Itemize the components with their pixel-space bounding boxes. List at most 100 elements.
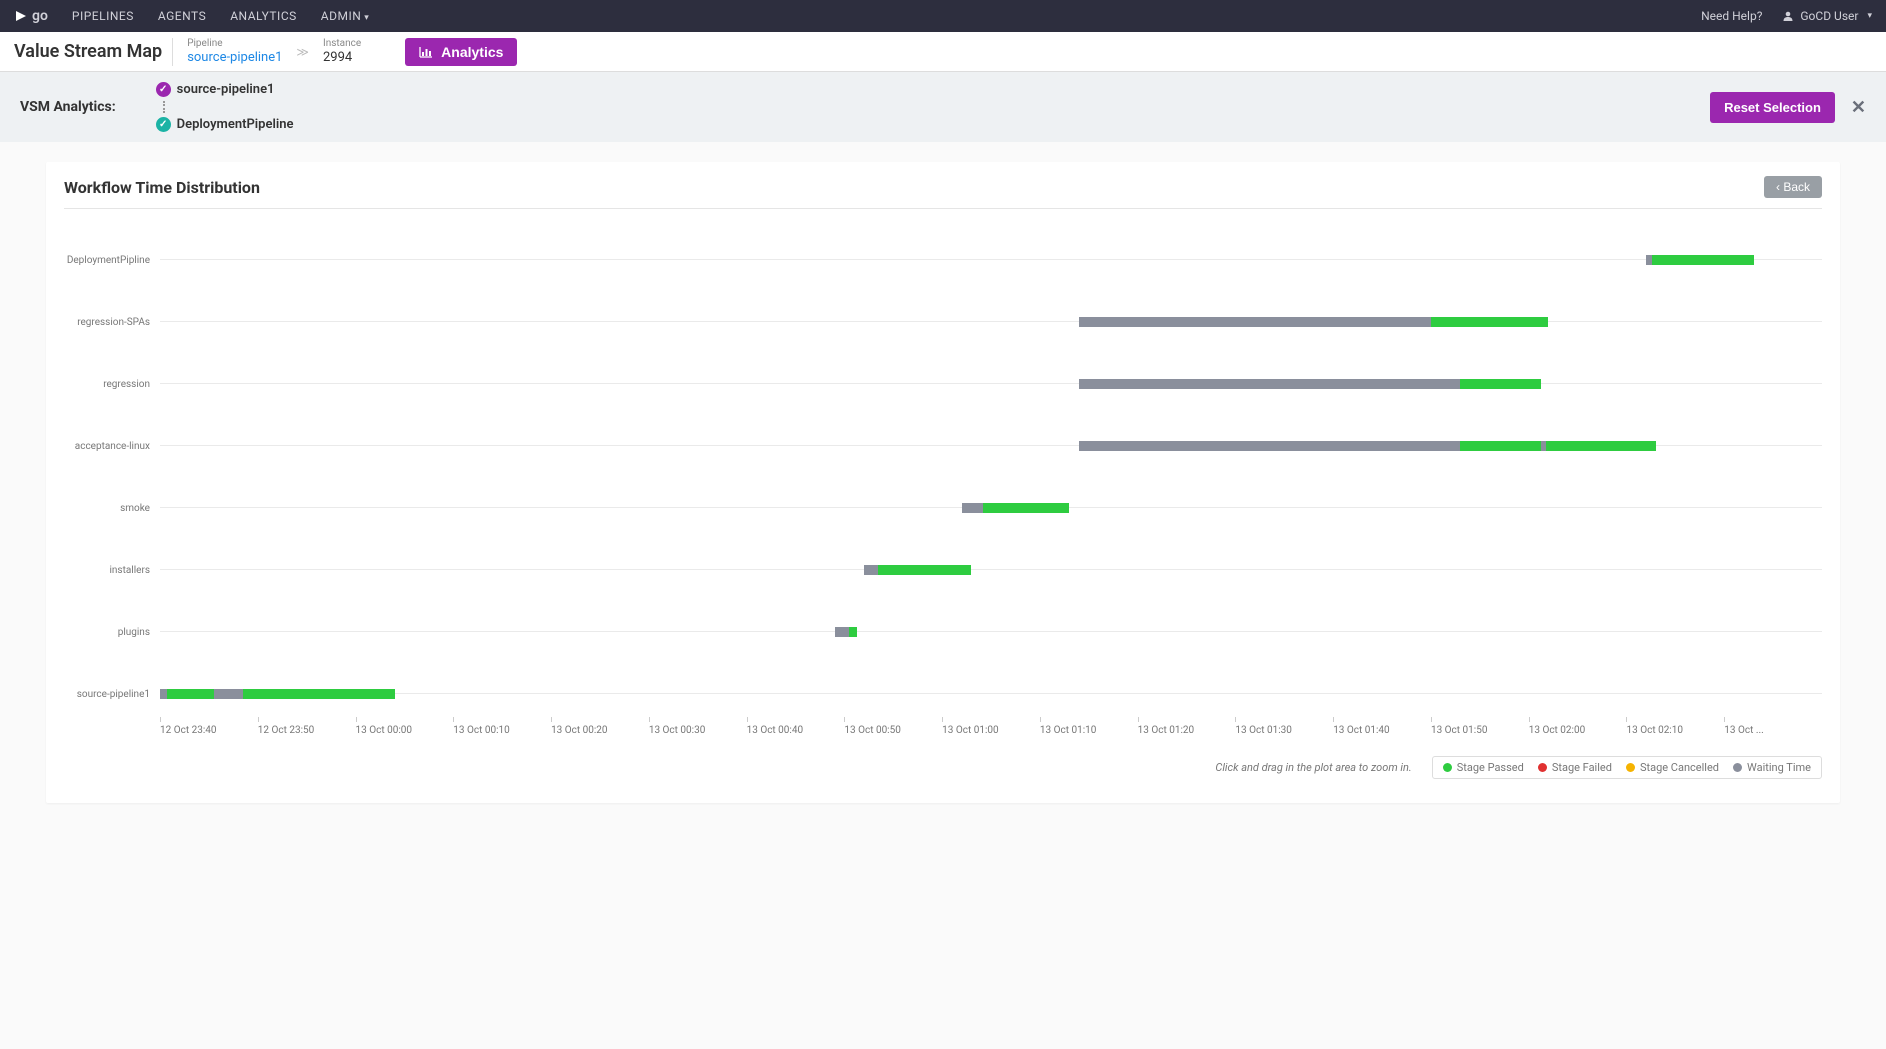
chart-track: [160, 317, 1822, 327]
page-title: Value Stream Map: [14, 38, 173, 66]
bar-segment[interactable]: [1431, 317, 1548, 327]
x-axis-tick: 13 Oct 01:10: [1040, 725, 1138, 736]
breadcrumb-separator-icon: ≫: [296, 45, 309, 59]
bar-segment[interactable]: [160, 689, 167, 699]
zoom-hint: Click and drag in the plot area to zoom …: [1215, 761, 1411, 774]
y-axis-label: DeploymentPipline: [64, 255, 160, 266]
nav-admin[interactable]: ADMIN▾: [321, 9, 370, 23]
chart-track: [160, 689, 1822, 699]
chart-card: Workflow Time Distribution ‹ Back Deploy…: [46, 162, 1840, 803]
chart-row: plugins: [64, 601, 1822, 663]
vsm-to: DeploymentPipeline: [177, 117, 294, 132]
chart-track: [160, 503, 1822, 513]
chart-track: [160, 441, 1822, 451]
nav-analytics[interactable]: ANALYTICS: [230, 9, 297, 23]
user-name: GoCD User: [1800, 9, 1858, 23]
legend-label: Waiting Time: [1747, 761, 1811, 774]
logo-text: go: [32, 8, 48, 24]
bar-segment[interactable]: [878, 565, 972, 575]
x-axis-tick: 13 Oct 00:20: [551, 725, 649, 736]
bar-segment[interactable]: [983, 503, 1069, 513]
chart-x-axis: 12 Oct 23:4012 Oct 23:5013 Oct 00:0013 O…: [160, 725, 1822, 736]
gridline: [160, 383, 1822, 384]
crumb-instance-label: Instance: [323, 38, 361, 50]
y-axis-label: acceptance-linux: [64, 441, 160, 452]
bar-segment[interactable]: [1079, 379, 1460, 389]
user-menu[interactable]: GoCD User ▾: [1782, 9, 1872, 23]
x-axis-tick: 13 Oct 00:30: [649, 725, 747, 736]
nav-items: PIPELINES AGENTS ANALYTICS ADMIN▾: [72, 9, 369, 23]
chevron-down-icon: ▾: [364, 13, 369, 23]
bar-segment[interactable]: [1079, 317, 1431, 327]
bar-segment[interactable]: [835, 627, 850, 637]
chart-track: [160, 565, 1822, 575]
user-icon: [1782, 10, 1794, 22]
analytics-button[interactable]: Analytics: [405, 38, 517, 66]
bar-segment[interactable]: [1079, 441, 1460, 451]
chart-row: regression-SPAs: [64, 291, 1822, 353]
y-axis-label: plugins: [64, 627, 160, 638]
crumb-pipeline-label: Pipeline: [187, 38, 282, 50]
x-axis-tick: 13 Oct 02:10: [1626, 725, 1724, 736]
y-axis-label: smoke: [64, 503, 160, 514]
logo[interactable]: go: [14, 8, 48, 24]
back-button[interactable]: ‹ Back: [1764, 176, 1822, 198]
bar-segment[interactable]: [962, 503, 984, 513]
chart-icon: [419, 46, 433, 58]
vsm-from: source-pipeline1: [177, 82, 275, 97]
nav-agents[interactable]: AGENTS: [158, 9, 206, 23]
legend-label: Stage Passed: [1457, 761, 1524, 774]
nav-pipelines[interactable]: PIPELINES: [72, 9, 134, 23]
x-axis-tick: 13 Oct 01:50: [1431, 725, 1529, 736]
gridline: [160, 259, 1822, 260]
chart-track: [160, 627, 1822, 637]
chart-row: source-pipeline1: [64, 663, 1822, 725]
vsm-flow: ✓ source-pipeline1 ✓ DeploymentPipeline: [156, 82, 294, 132]
bar-segment[interactable]: [1652, 255, 1754, 265]
x-axis-tick: 13 Oct 01:00: [942, 725, 1040, 736]
y-axis-label: regression-SPAs: [64, 317, 160, 328]
legend-swatch-icon: [1443, 763, 1452, 772]
vsm-subheader: VSM Analytics: ✓ source-pipeline1 ✓ Depl…: [0, 72, 1886, 142]
card-header: Workflow Time Distribution ‹ Back: [64, 176, 1822, 209]
y-axis-label: regression: [64, 379, 160, 390]
legend-item: Stage Cancelled: [1626, 761, 1719, 774]
chart-row: smoke: [64, 477, 1822, 539]
check-icon: ✓: [156, 117, 171, 132]
top-nav: go PIPELINES AGENTS ANALYTICS ADMIN▾ Nee…: [0, 0, 1886, 32]
x-axis-tick: 13 Oct 00:40: [747, 725, 845, 736]
bar-segment[interactable]: [849, 627, 857, 637]
logo-icon: [14, 9, 28, 23]
x-axis-tick: 13 Oct 01:30: [1235, 725, 1333, 736]
need-help-link[interactable]: Need Help?: [1701, 9, 1762, 23]
chart-row: DeploymentPipline: [64, 229, 1822, 291]
header-bar: Value Stream Map Pipeline source-pipelin…: [0, 32, 1886, 72]
analytics-button-label: Analytics: [441, 44, 503, 60]
chart-title: Workflow Time Distribution: [64, 178, 260, 197]
legend-item: Stage Passed: [1443, 761, 1524, 774]
bar-segment[interactable]: [1546, 441, 1655, 451]
crumb-pipeline-value[interactable]: source-pipeline1: [187, 50, 282, 66]
gridline: [160, 693, 1822, 694]
x-axis-tick: 13 Oct 00:50: [844, 725, 942, 736]
chart-track: [160, 379, 1822, 389]
legend: Stage PassedStage FailedStage CancelledW…: [1432, 756, 1822, 779]
chart-plot-area[interactable]: DeploymentPipline regression-SPAs regressi…: [64, 229, 1822, 725]
bar-segment[interactable]: [1460, 441, 1541, 451]
bar-segment[interactable]: [214, 689, 243, 699]
gridline: [160, 569, 1822, 570]
bar-segment[interactable]: [864, 565, 878, 575]
close-icon[interactable]: ✕: [1851, 97, 1866, 118]
y-axis-label: installers: [64, 565, 160, 576]
y-axis-label: source-pipeline1: [64, 689, 160, 700]
bar-segment[interactable]: [1460, 379, 1541, 389]
bar-segment[interactable]: [167, 689, 214, 699]
legend-swatch-icon: [1626, 763, 1635, 772]
bar-segment[interactable]: [243, 689, 395, 699]
chevron-down-icon: ▾: [1867, 11, 1872, 21]
reset-selection-button[interactable]: Reset Selection: [1710, 92, 1835, 123]
flow-connector-icon: [163, 101, 294, 113]
check-icon: ✓: [156, 82, 171, 97]
x-axis-tick: 13 Oct 01:40: [1333, 725, 1431, 736]
vsm-to-row: ✓ DeploymentPipeline: [156, 117, 294, 132]
